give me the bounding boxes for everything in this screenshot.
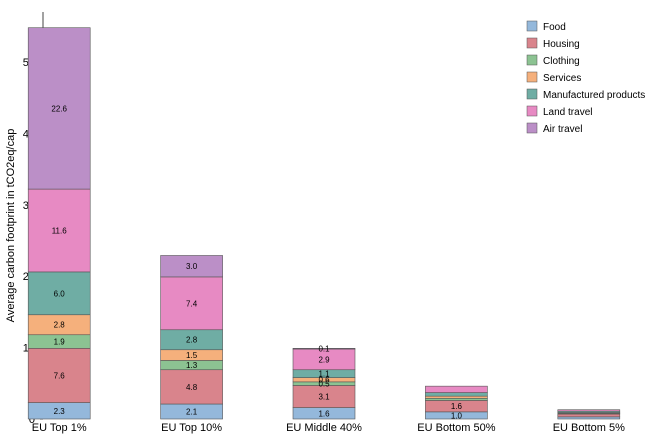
bar-segment-land-travel: [27, 188, 91, 273]
x-category-label: EU Bottom 50%: [417, 422, 495, 434]
data-label: 2.8: [186, 336, 198, 345]
legend-swatch-land-travel: [526, 105, 538, 117]
data-label: 6.0: [54, 289, 66, 298]
bar-segment-clothing: [425, 397, 488, 401]
data-label: 1.0: [451, 411, 463, 420]
bar-segment-land-travel: [160, 276, 223, 331]
legend-label: Services: [543, 73, 581, 84]
data-label: 3.0: [186, 262, 198, 271]
bar-segment-land-travel: [425, 385, 488, 393]
legend-swatch-food: [526, 20, 538, 32]
bar-segment-air-travel: [160, 255, 223, 278]
data-label: 1.6: [451, 402, 463, 411]
data-label: 1.5: [186, 351, 198, 360]
data-label: 1.6: [318, 409, 330, 418]
legend-label: Land travel: [543, 107, 592, 118]
legend-label: Clothing: [543, 56, 580, 67]
legend-swatch-clothing: [526, 54, 538, 66]
axes: 01020304050Average carbon footprint in t…: [5, 12, 625, 434]
x-category-label: EU Middle 40%: [286, 422, 362, 434]
legend-swatch-manufactured-products: [526, 88, 538, 100]
bar-segment-manufactured-products: [425, 392, 488, 397]
x-category-label: EU Bottom 5%: [553, 422, 625, 434]
legend-swatch-services: [526, 71, 538, 83]
x-category-label: EU Top 10%: [161, 422, 222, 434]
legend-label: Food: [543, 22, 566, 33]
data-label: 2.9: [318, 355, 330, 364]
legend-label: Housing: [543, 39, 580, 50]
bar-segment-air-travel: [292, 348, 356, 350]
data-label: 2.3: [54, 407, 66, 416]
data-label: 2.1: [186, 408, 198, 417]
bar-segment-air-travel: [27, 27, 91, 190]
data-label: 0.6: [318, 376, 330, 385]
y-axis-title: Average carbon footprint in tCO2eq/cap: [5, 129, 17, 323]
data-label: 1.1: [318, 370, 330, 379]
data-label: 7.6: [54, 371, 66, 380]
data-label: 1.3: [186, 361, 198, 370]
legend-label: Air travel: [543, 124, 582, 135]
data-label: 0.1: [318, 345, 330, 354]
data-label: 0.5: [318, 380, 330, 389]
bar-segment-food: [557, 416, 621, 420]
segment-labels: 2.3 7.6 1.9 2.8 6.0 11.6 22.6 2.1 4.8 1.31.5 2.8 7.…: [51, 104, 462, 420]
y-tick-label: 0: [29, 414, 35, 426]
data-label: 3.1: [318, 393, 330, 402]
x-category-label: EU Top 1%: [32, 422, 87, 434]
bar-segment-housing: [27, 348, 91, 403]
data-label: 1.9: [54, 338, 66, 347]
legend: Food Housing Clothing Services Manufactured …: [526, 20, 645, 135]
bar-segment-services: [425, 395, 488, 399]
data-label: 2.8: [54, 321, 66, 330]
bars: [27, 27, 621, 420]
bar-segment-housing: [160, 369, 223, 405]
data-label: 7.4: [186, 299, 198, 308]
legend-swatch-housing: [526, 37, 538, 49]
data-label: 4.8: [186, 383, 198, 392]
data-label: 22.6: [51, 104, 67, 113]
legend-swatch-air-travel: [526, 122, 538, 134]
legend-label: Manufactured products: [543, 90, 645, 101]
bar-segment-land-travel: [557, 409, 621, 412]
data-label: 11.6: [52, 226, 68, 235]
bar-segment-housing: [557, 413, 621, 418]
bar-segment-manufactured-products: [27, 271, 91, 316]
